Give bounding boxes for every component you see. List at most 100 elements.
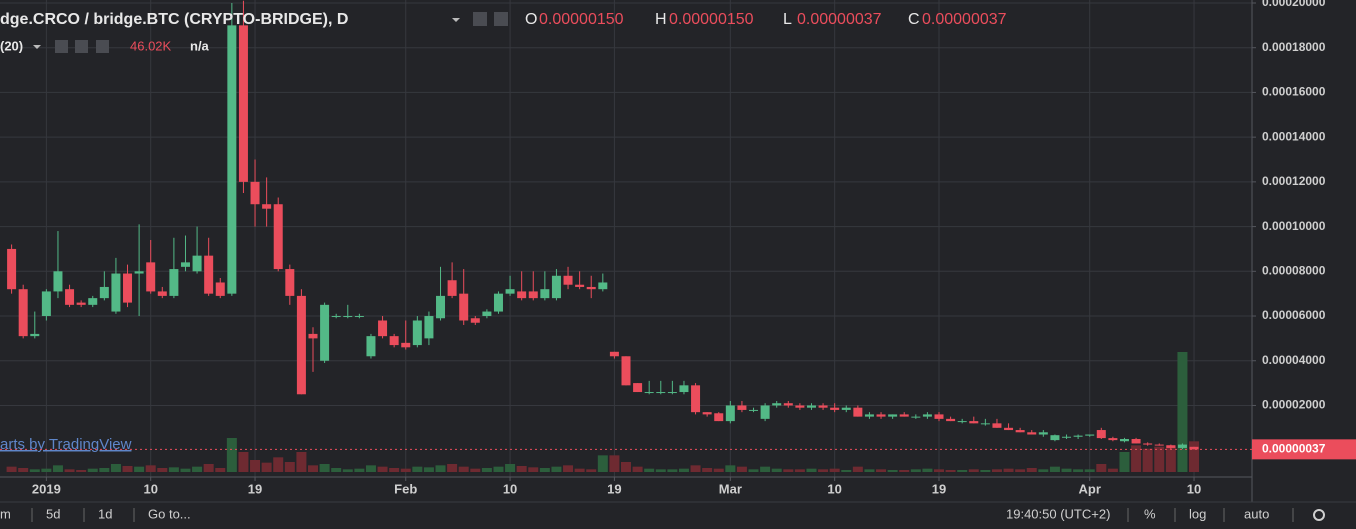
candle-body [273, 204, 283, 270]
y-tick-label: 0.00016000 [1262, 85, 1326, 99]
candle-body [123, 273, 133, 303]
volume-bar [238, 452, 249, 472]
toolbar-button[interactable]: 19:40:50 (UTC+2) [1006, 506, 1110, 521]
watermark[interactable]: arts by TradingView [0, 436, 132, 453]
volume-bar [644, 468, 655, 472]
volume-bar [1131, 445, 1142, 472]
icon-button[interactable] [55, 40, 68, 53]
volume-bar [261, 462, 272, 472]
overlay: dge.CRCO / bridge.BTC (CRYPTO-BRIDGE), D… [0, 11, 1356, 521]
candle-body [308, 333, 318, 339]
ohlc-value: 0.00000150 [539, 11, 624, 28]
candle-body [876, 414, 886, 417]
candle-body [957, 421, 967, 423]
candle-body [818, 405, 828, 408]
dropdown-icon[interactable] [33, 45, 41, 49]
volume-bar [122, 466, 133, 472]
candle-body [470, 318, 480, 323]
candle-body [899, 414, 909, 417]
y-tick-label: 0.00008000 [1262, 263, 1326, 277]
candle-body [575, 284, 585, 287]
candle-body [1131, 438, 1141, 444]
volume-bar [991, 469, 1002, 472]
y-tick-label: 0.00004000 [1262, 353, 1326, 367]
candle-body [725, 405, 735, 422]
volume-bar [934, 469, 944, 472]
candle-body [853, 407, 863, 417]
volume-bar [18, 468, 29, 472]
volume-bar [621, 462, 631, 472]
volume-bar [899, 470, 910, 472]
y-tick-label: 0.00010000 [1262, 219, 1326, 233]
candle-body [1096, 430, 1106, 439]
volume-bar [980, 470, 991, 472]
candle-body [551, 275, 561, 299]
candle-body [482, 311, 492, 317]
volume-bar [319, 464, 330, 472]
candle-body [911, 416, 921, 418]
volume-bar [273, 457, 284, 472]
volume-bar [331, 468, 342, 472]
dropdown-icon[interactable] [452, 18, 460, 22]
volume-bar [597, 455, 608, 472]
candle-body [65, 289, 75, 305]
toolbar-button[interactable]: log [1189, 506, 1206, 521]
candle-body [250, 181, 260, 205]
volume-bar [1119, 452, 1130, 472]
candle-body [1143, 443, 1153, 445]
toolbar-button[interactable]: auto [1244, 506, 1269, 521]
volume-bar [1038, 469, 1049, 472]
x-tick-label: Feb [394, 481, 417, 496]
volume-bar [818, 469, 829, 472]
candle-body [864, 414, 874, 417]
candle-body [830, 407, 840, 410]
candle-body [169, 269, 179, 296]
volume-bar [365, 465, 376, 472]
volume-bar [470, 468, 481, 472]
icon-button[interactable] [494, 12, 508, 26]
ohlc-value: 0.00000037 [797, 11, 882, 28]
volume-bar [389, 468, 400, 472]
candle-body [772, 403, 782, 406]
volume-bar [377, 466, 388, 472]
candle-body [517, 291, 527, 299]
candle-body [644, 392, 654, 394]
ohlc-value: 0.00000150 [669, 11, 754, 28]
volume-bar [435, 465, 446, 472]
volume-bar [1096, 464, 1107, 472]
icon-button[interactable] [75, 40, 88, 53]
volume-bar [400, 468, 411, 472]
candle-body [424, 316, 434, 339]
candle-body [238, 25, 248, 182]
toolbar-button[interactable]: % [1144, 506, 1156, 521]
icon-button[interactable] [473, 12, 487, 26]
volume-bar [284, 462, 295, 472]
volume-bar [1061, 468, 1072, 472]
volume-bar [29, 469, 40, 472]
volume-bar [157, 468, 168, 472]
candle-body [459, 293, 469, 321]
volume-bar [296, 452, 307, 472]
toolbar-button[interactable]: m [0, 506, 11, 521]
volume-bar [968, 469, 979, 472]
volume-bar [806, 468, 817, 472]
candle-body [621, 356, 631, 386]
candle-body [888, 414, 898, 417]
candle-body [378, 320, 388, 337]
x-tick-label: 19 [607, 481, 621, 496]
toolbar-button[interactable]: 5d [46, 506, 60, 521]
candle-body [667, 392, 677, 394]
icon-button[interactable] [96, 40, 109, 53]
toolbar-button[interactable]: Go to... [148, 506, 191, 521]
candle-body [1062, 436, 1072, 438]
candle-body [528, 291, 538, 299]
candle-layer [7, 0, 1199, 450]
candle-body [1027, 432, 1037, 435]
volume-bar [1154, 446, 1165, 472]
candle-body [1073, 435, 1083, 437]
candle-body [1177, 444, 1187, 448]
settings-icon[interactable] [1313, 509, 1325, 521]
volume-bar [876, 469, 887, 472]
candle-body [992, 423, 1002, 428]
toolbar-button[interactable]: 1d [98, 506, 112, 521]
